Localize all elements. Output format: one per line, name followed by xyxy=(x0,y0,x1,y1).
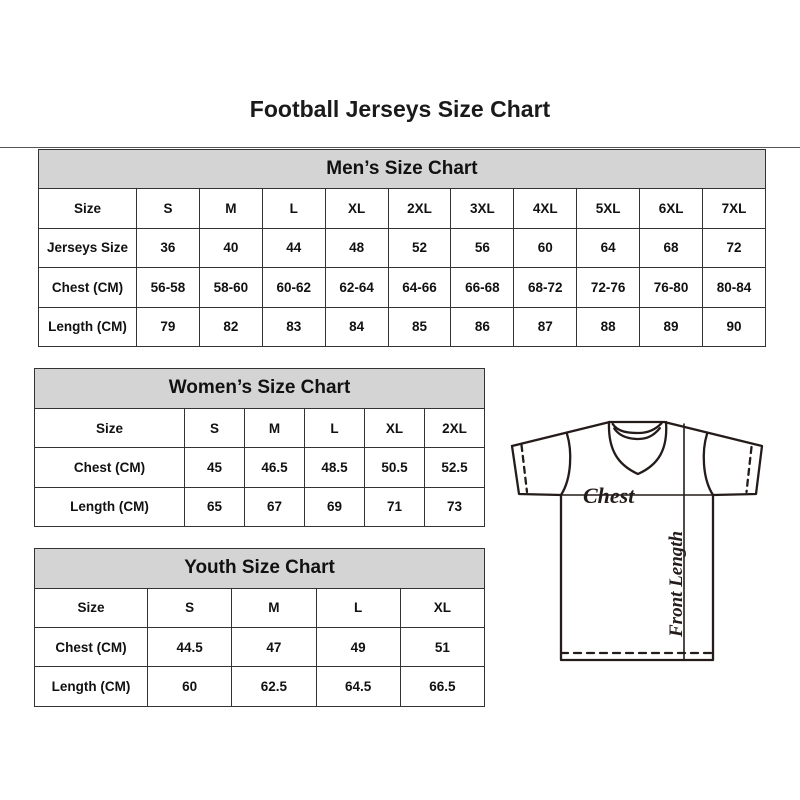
svg-text:Front Length: Front Length xyxy=(666,531,687,638)
svg-text:Chest: Chest xyxy=(583,483,635,508)
